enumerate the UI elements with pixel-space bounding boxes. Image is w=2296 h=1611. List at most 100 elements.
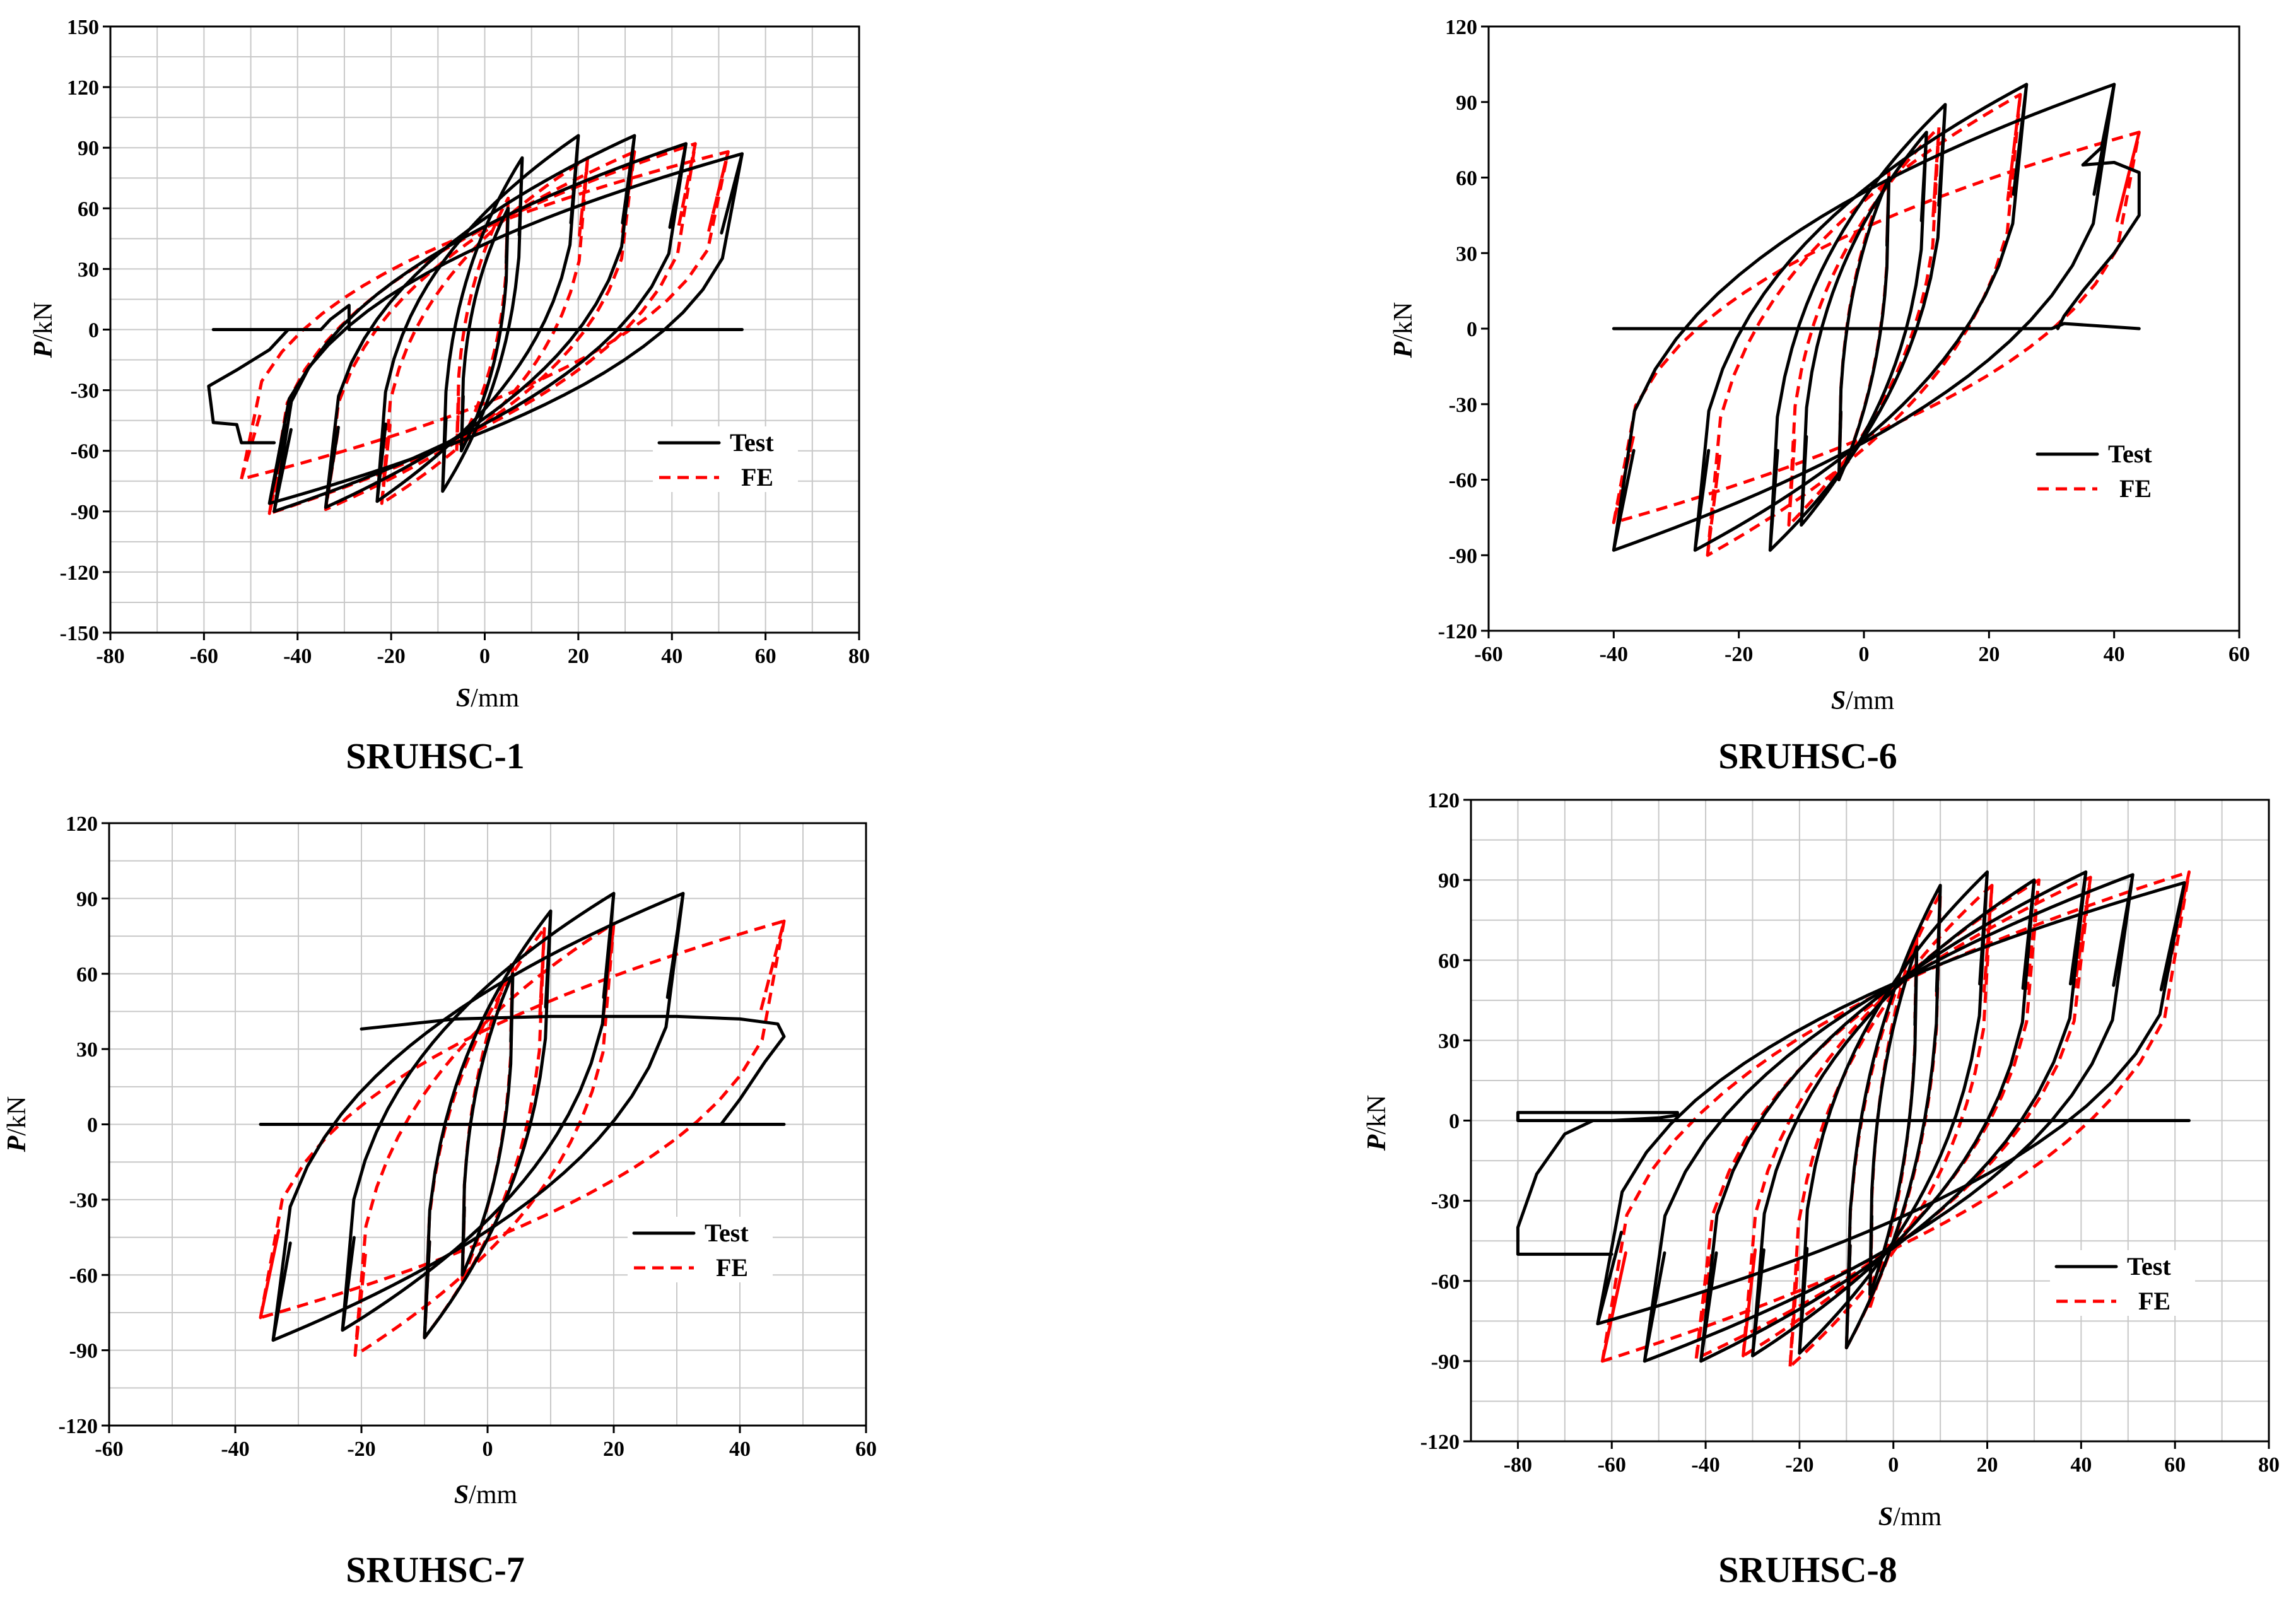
y-tick-label: 60 bbox=[1456, 167, 1477, 190]
x-tick-label: -80 bbox=[1504, 1453, 1532, 1477]
x-tick-label: -40 bbox=[1600, 643, 1628, 666]
legend-test-label: Test bbox=[730, 428, 774, 457]
legend-test-label: Test bbox=[705, 1219, 749, 1247]
y-tick-label: 0 bbox=[1449, 1110, 1460, 1134]
fe-series-loop bbox=[259, 919, 786, 1320]
test-series-failure-branch bbox=[207, 328, 290, 445]
y-tick-label: 90 bbox=[76, 888, 98, 911]
x-tick-label: 20 bbox=[1977, 1453, 1998, 1477]
y-tick-label: 0 bbox=[87, 1114, 98, 1137]
x-tick-label: 80 bbox=[848, 645, 870, 668]
legend-background bbox=[628, 1217, 773, 1282]
x-axis-title: S/mm bbox=[456, 684, 520, 713]
y-axis-title: P/kN bbox=[29, 302, 58, 359]
y-axis-title: P/kN bbox=[1362, 1095, 1391, 1152]
fe-series-loop bbox=[267, 142, 697, 515]
fe-series-loop bbox=[1742, 878, 2041, 1357]
y-tick-label: -90 bbox=[69, 1340, 98, 1363]
y-tick-label: -90 bbox=[1449, 544, 1477, 568]
legend-test-label: Test bbox=[2127, 1252, 2171, 1280]
y-tick-label: 30 bbox=[76, 1038, 98, 1062]
fe-series-loop bbox=[1706, 93, 2022, 557]
x-tick-label: 40 bbox=[2104, 643, 2125, 666]
x-tick-label: -40 bbox=[283, 645, 312, 668]
y-tick-label: 90 bbox=[1438, 869, 1460, 893]
panel-caption: SRUHSC-8 bbox=[1718, 1549, 1897, 1590]
x-tick-label: 0 bbox=[1888, 1453, 1899, 1477]
y-tick-label: -30 bbox=[71, 380, 99, 403]
y-tick-label: 120 bbox=[66, 812, 98, 836]
test-series-failure-branch bbox=[1516, 1119, 1614, 1256]
test-series-loop bbox=[1798, 870, 1989, 1355]
x-tick-label: 0 bbox=[483, 1438, 493, 1461]
test-series-failure-branch bbox=[2056, 83, 2141, 331]
legend-background bbox=[2050, 1250, 2195, 1316]
series-group bbox=[1612, 83, 2141, 557]
test-series-loop bbox=[271, 891, 685, 1342]
x-tick-label: 0 bbox=[479, 645, 490, 668]
y-tick-label: 90 bbox=[1456, 91, 1477, 115]
test-series-loop bbox=[441, 156, 524, 493]
y-tick-label: 120 bbox=[1427, 789, 1460, 812]
fe-series-loop bbox=[240, 150, 730, 481]
x-tick-label: 60 bbox=[755, 645, 776, 668]
y-tick-label: -120 bbox=[60, 561, 99, 585]
series-group bbox=[207, 134, 744, 515]
y-tick-label: -90 bbox=[71, 501, 99, 524]
series-group bbox=[1516, 870, 2191, 1368]
y-tick-label: -60 bbox=[71, 440, 99, 464]
test-series-loop bbox=[1768, 103, 1947, 552]
x-tick-label: -40 bbox=[221, 1438, 249, 1461]
fe-series-loop bbox=[1612, 131, 2141, 524]
test-series-loop bbox=[423, 909, 553, 1340]
fe-series-loop bbox=[1600, 870, 2191, 1363]
test-series-loop bbox=[375, 134, 580, 503]
y-tick-label: 120 bbox=[1445, 16, 1477, 39]
y-tick-label: -90 bbox=[1431, 1350, 1460, 1374]
x-axis-title: S/mm bbox=[1878, 1503, 1942, 1532]
x-tick-label: -60 bbox=[95, 1438, 123, 1461]
test-series-loop bbox=[341, 891, 616, 1332]
y-tick-label: 60 bbox=[1438, 949, 1460, 973]
legend: Test FE bbox=[653, 426, 798, 492]
panel-caption: SRUHSC-6 bbox=[1718, 735, 1897, 776]
fe-series-loop bbox=[1787, 126, 1941, 527]
y-tick-label: 30 bbox=[1438, 1029, 1460, 1053]
test-series-failure-branch bbox=[360, 1014, 786, 1126]
x-tick-label: -60 bbox=[1598, 1453, 1626, 1477]
test-series-loop bbox=[459, 206, 510, 453]
test-series-loop bbox=[1643, 873, 2135, 1363]
x-tick-label: -20 bbox=[1725, 643, 1753, 666]
legend-test-label: Test bbox=[2108, 440, 2152, 468]
x-tick-label: -40 bbox=[1691, 1453, 1719, 1477]
x-tick-label: 20 bbox=[568, 645, 589, 668]
x-tick-label: 20 bbox=[603, 1438, 624, 1461]
x-axis-title: S/mm bbox=[454, 1480, 518, 1509]
test-series-loop bbox=[1596, 881, 2186, 1326]
y-tick-label: 90 bbox=[78, 137, 99, 160]
legend-background bbox=[2031, 438, 2176, 503]
x-tick-label: 40 bbox=[661, 645, 682, 668]
y-tick-label: 150 bbox=[67, 16, 99, 39]
panel-caption: SRUHSC-1 bbox=[346, 735, 525, 776]
series-group bbox=[259, 891, 786, 1357]
y-tick-label: 0 bbox=[88, 319, 99, 343]
x-tick-label: -80 bbox=[96, 645, 124, 668]
x-tick-label: 60 bbox=[2229, 643, 2250, 666]
x-tick-label: -20 bbox=[347, 1438, 375, 1461]
y-tick-label: -120 bbox=[1420, 1431, 1460, 1454]
legend: Test FE bbox=[628, 1217, 773, 1282]
y-tick-label: 60 bbox=[78, 197, 99, 221]
panel-caption: SRUHSC-7 bbox=[346, 1549, 525, 1590]
x-tick-label: -20 bbox=[1785, 1453, 1813, 1477]
legend: Test FE bbox=[2050, 1250, 2195, 1316]
test-series-baseline bbox=[1516, 1111, 2191, 1122]
y-tick-label: 60 bbox=[76, 963, 98, 987]
y-tick-label: -30 bbox=[1449, 394, 1477, 417]
legend: Test FE bbox=[2031, 438, 2176, 503]
y-tick-label: -60 bbox=[1449, 469, 1477, 493]
test-series-loop bbox=[1699, 870, 2088, 1363]
x-tick-label: -60 bbox=[1474, 643, 1502, 666]
x-tick-label: 40 bbox=[2070, 1453, 2092, 1477]
y-tick-label: 120 bbox=[67, 76, 99, 100]
